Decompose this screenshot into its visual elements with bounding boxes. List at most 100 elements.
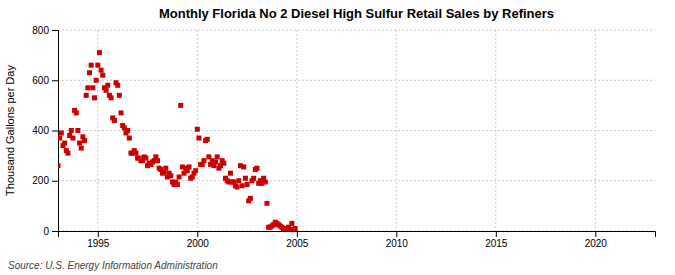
point <box>241 164 246 169</box>
point <box>245 182 250 187</box>
y-tick: 0 <box>43 226 58 237</box>
point <box>125 128 130 133</box>
point <box>155 158 160 163</box>
point <box>74 110 79 115</box>
point <box>99 68 104 73</box>
points <box>58 50 298 231</box>
point <box>85 85 90 90</box>
y-tick: 600 <box>32 75 58 86</box>
grid-line-y <box>58 80 655 81</box>
grid-line-x <box>296 30 297 231</box>
y-tick-label: 200 <box>32 175 49 186</box>
point <box>264 201 269 206</box>
point <box>251 176 256 181</box>
point <box>65 151 70 156</box>
point <box>117 93 122 98</box>
point <box>84 93 89 98</box>
y-tick-mark <box>52 80 58 81</box>
point <box>89 63 94 68</box>
y-tick-mark <box>52 131 58 132</box>
point <box>163 166 168 171</box>
x-tick-label: 2010 <box>386 238 409 249</box>
x-tick: 2010 <box>386 231 409 249</box>
x-tick-label: 2020 <box>585 238 608 249</box>
title: Monthly Florida No 2 Diesel High Sulfur … <box>159 6 554 21</box>
point <box>187 164 192 169</box>
x-tick: 1995 <box>87 231 110 249</box>
y-tick-mark <box>52 231 58 232</box>
x-tick-label: 2005 <box>286 238 309 249</box>
grid-line-x <box>495 30 496 231</box>
grid-line-y <box>58 180 655 181</box>
point <box>228 171 233 176</box>
point <box>205 137 210 142</box>
point <box>215 154 220 159</box>
y-tick: 200 <box>32 175 58 186</box>
point <box>193 168 198 173</box>
point <box>127 136 132 141</box>
point <box>213 159 218 164</box>
point <box>201 158 206 163</box>
x-tick-mark <box>496 231 497 237</box>
grid-line-x <box>97 30 98 231</box>
point <box>82 138 87 143</box>
point <box>90 85 95 90</box>
source-note: Source: U.S. Energy Information Administ… <box>8 260 218 271</box>
point <box>143 156 148 161</box>
point <box>195 127 200 132</box>
point <box>177 174 182 179</box>
x-tick-mark <box>98 231 99 237</box>
x-tick: 2015 <box>485 231 508 249</box>
x-tick-label: 1995 <box>87 238 110 249</box>
grid-line-y <box>58 30 655 31</box>
x-tick-label: 2000 <box>187 238 210 249</box>
point <box>58 136 62 141</box>
point <box>105 83 110 88</box>
point <box>115 83 120 88</box>
point <box>69 128 74 133</box>
point <box>293 226 298 231</box>
point <box>221 161 226 166</box>
point <box>235 185 240 190</box>
point <box>109 95 114 100</box>
y-tick: 800 <box>32 25 58 36</box>
x-tick: 2020 <box>585 231 608 249</box>
point <box>133 151 138 156</box>
y-axis: 0 200 400 600 800 <box>32 25 58 237</box>
point <box>59 131 64 136</box>
plot-area: 1995 2000 2005 2010 2015 2020 0 200 400 600 800 <box>32 25 655 249</box>
point <box>100 73 105 78</box>
x-tick-mark <box>197 231 198 237</box>
point <box>104 88 109 93</box>
point <box>289 221 294 226</box>
grid-line-y <box>58 130 655 131</box>
x-tick: 2000 <box>187 231 210 249</box>
point <box>62 141 67 146</box>
grid <box>58 30 655 231</box>
x-tick-mark <box>396 231 397 237</box>
point <box>168 173 173 178</box>
point <box>92 95 97 100</box>
point <box>79 146 84 151</box>
point <box>119 110 124 115</box>
y-tick-mark <box>52 181 58 182</box>
y-axis-line <box>52 31 59 232</box>
point <box>95 63 100 68</box>
point <box>240 183 245 188</box>
point <box>87 70 92 75</box>
x-tick-label: 2015 <box>485 238 508 249</box>
grid-line-x <box>396 30 397 231</box>
point <box>75 128 80 133</box>
point <box>243 176 248 181</box>
point <box>97 50 102 55</box>
point <box>196 136 201 141</box>
point <box>94 78 99 83</box>
x-axis: 1995 2000 2005 2010 2015 2020 <box>59 231 656 249</box>
point <box>263 180 268 185</box>
y-tick: 400 <box>32 125 58 136</box>
x-axis-line <box>59 232 656 238</box>
y-tick-label: 0 <box>43 226 49 237</box>
point <box>248 196 253 201</box>
y-axis-label: Thousand Gallons per Day <box>4 65 16 196</box>
y-tick-label: 800 <box>32 25 49 36</box>
